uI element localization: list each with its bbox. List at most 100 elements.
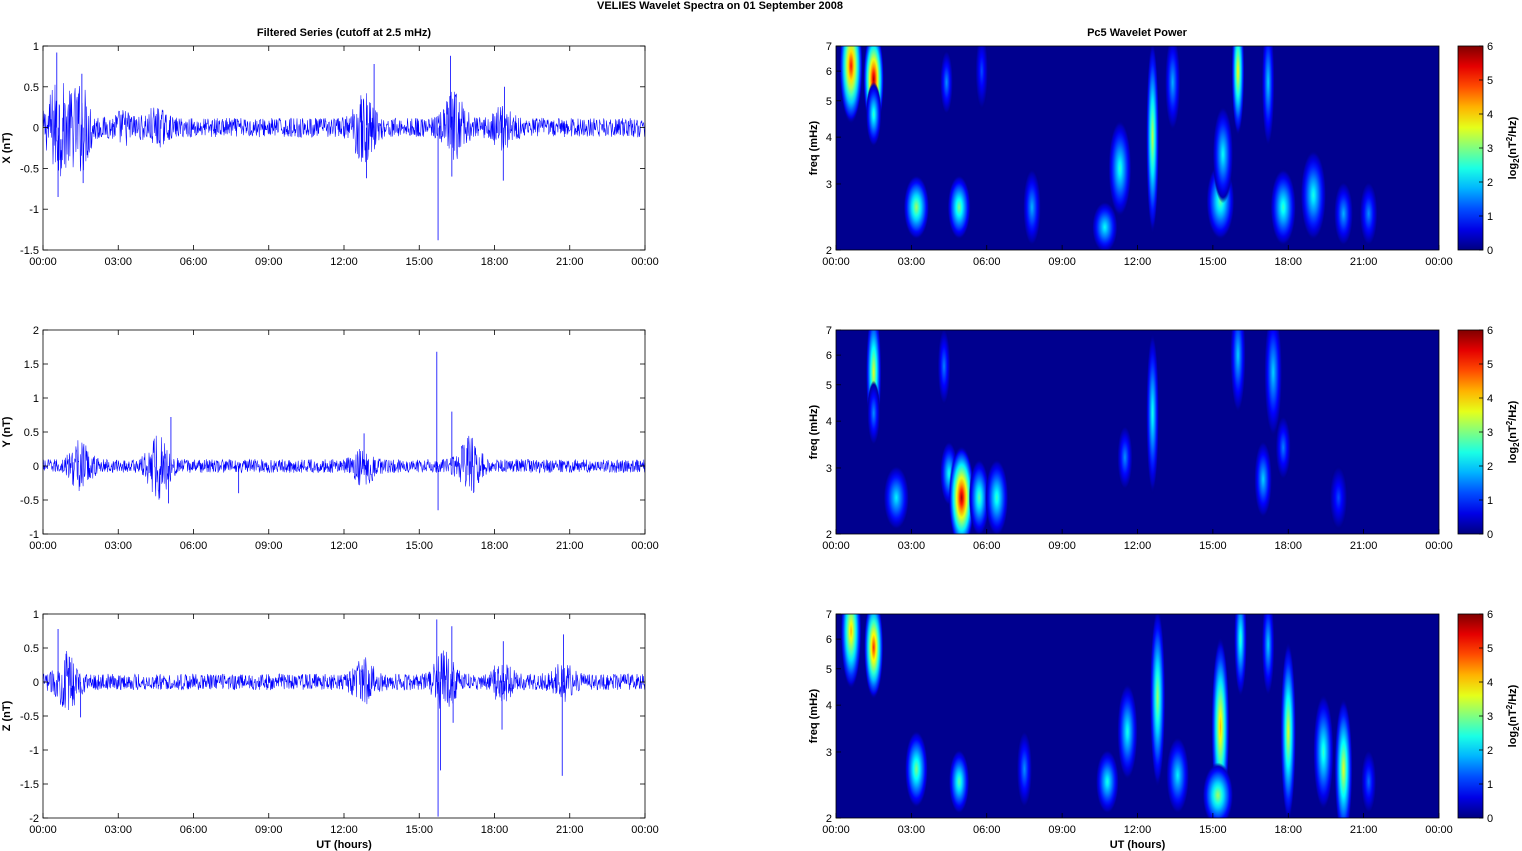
power-blob — [1360, 749, 1377, 815]
power-blob — [1253, 440, 1273, 519]
x-tick-label: 00:00 — [822, 824, 850, 836]
x-tick-label: 21:00 — [556, 540, 584, 552]
plot-area — [43, 46, 645, 250]
x-tick-label: 18:00 — [1274, 256, 1302, 268]
x-tick-label: 09:00 — [1048, 540, 1076, 552]
x-tick-label: 06:00 — [180, 256, 208, 268]
plot-area — [43, 614, 645, 818]
power-blob — [1165, 736, 1190, 815]
colorbar-label: log2(nT2/Hz) — [1505, 684, 1521, 747]
power-blob — [904, 729, 929, 809]
x-tick-label: 09:00 — [255, 256, 283, 268]
x-tick-label: 21:00 — [556, 256, 584, 268]
x-tick-label: 12:00 — [1124, 256, 1152, 268]
x-tick-label: 00:00 — [1425, 256, 1453, 268]
x-tick-label: 09:00 — [1048, 824, 1076, 836]
x-tick-label: 06:00 — [180, 540, 208, 552]
y-tick-label: -2 — [29, 813, 39, 825]
y-tick-label: 0 — [33, 123, 39, 135]
x-tick-label: 00:00 — [631, 540, 659, 552]
x-tick-label: 15:00 — [1199, 824, 1227, 836]
colorbar-tick-label: 6 — [1487, 609, 1493, 621]
power-blob — [1116, 682, 1138, 781]
x-tick-label: 15:00 — [1199, 540, 1227, 552]
colorbar-tick-label: 1 — [1487, 211, 1493, 223]
y-axis-label: Z (nT) — [1, 700, 13, 731]
colorbar-label-part: /Hz) — [1507, 400, 1519, 421]
y-tick-label: -1 — [29, 529, 39, 541]
colorbar-tick-label: 1 — [1487, 495, 1493, 507]
y-axis-label: X (nT) — [1, 132, 13, 163]
y-tick-label: 4 — [826, 416, 832, 428]
power-blob — [1333, 181, 1354, 247]
power-blob — [865, 81, 882, 148]
x-tick-label: 21:00 — [1350, 824, 1378, 836]
power-blob — [867, 380, 881, 446]
colorbar-label-part: 2 — [1505, 420, 1514, 425]
figure-title: VELIES Wavelet Spectra on 01 September 2… — [597, 0, 843, 12]
right-column-title: Pc5 Wavelet Power — [1087, 27, 1188, 39]
power-blob — [1095, 749, 1120, 815]
x-tick-label: 09:00 — [1048, 256, 1076, 268]
y-tick-label: 4 — [826, 700, 832, 712]
power-blob — [1091, 201, 1118, 250]
y-tick-label: 5 — [826, 664, 832, 676]
power-blob — [1149, 614, 1166, 789]
x-tick-label: 12:00 — [330, 256, 358, 268]
x-tick-label: 00:00 — [29, 540, 57, 552]
colorbar-label-part: (nT — [1507, 425, 1519, 442]
x-tick-label: 12:00 — [330, 540, 358, 552]
y-tick-label: 3 — [826, 747, 832, 759]
x-tick-label: 06:00 — [973, 540, 1001, 552]
colorbar-tick-label: 0 — [1487, 813, 1493, 825]
x-tick-label: 12:00 — [330, 824, 358, 836]
power-blob — [1164, 46, 1181, 132]
power-blob — [975, 46, 989, 111]
colorbar-tick-label: 6 — [1487, 41, 1493, 53]
colorbar-tick-label: 3 — [1487, 711, 1493, 723]
x-tick-label: 21:00 — [556, 824, 584, 836]
y-tick-label: -1 — [29, 204, 39, 216]
colorbar-tick-label: 3 — [1487, 427, 1493, 439]
power-blob — [1212, 105, 1234, 204]
colorbar-tick-label: 3 — [1487, 143, 1493, 155]
power-blob — [840, 614, 862, 690]
y-tick-label: 0.5 — [24, 82, 39, 94]
heatmap-blobs — [839, 46, 1378, 250]
colorbar-bar — [1457, 45, 1484, 251]
x-tick-label: 03:00 — [104, 256, 132, 268]
y-tick-label: 2 — [33, 325, 39, 337]
y-tick-label: -0.5 — [20, 495, 39, 507]
heatmap-blobs — [865, 330, 1348, 534]
colorbar-bar — [1457, 329, 1484, 535]
power-blob — [1261, 614, 1275, 697]
x-tick-label: 06:00 — [973, 824, 1001, 836]
x-tick-label: 06:00 — [180, 824, 208, 836]
power-blob — [1016, 729, 1033, 809]
x-tick-label: 03:00 — [898, 256, 926, 268]
power-blob — [903, 174, 930, 240]
y-tick-label: 6 — [826, 350, 832, 362]
y-tick-label: -1 — [29, 745, 39, 757]
power-blob — [1270, 168, 1297, 247]
y-tick-label: -1.5 — [20, 245, 39, 257]
x-tick-label: 15:00 — [405, 256, 433, 268]
y-tick-label: 0.5 — [24, 643, 39, 655]
left-column-title: Filtered Series (cutoff at 2.5 mHz) — [257, 27, 432, 39]
y-tick-label: 3 — [826, 463, 832, 475]
power-blob — [985, 458, 1009, 534]
x-tick-label: 12:00 — [1124, 824, 1152, 836]
y-tick-label: 3 — [826, 179, 832, 191]
series-line-x — [42, 83, 646, 177]
timeseries-panel-y: 21.510.50-0.5-100:00 03:00 06:00 09:00 12:00… — [1, 325, 659, 552]
panels: 1 0.5 0 -0.5 -1 -1.5 00:00 03:00 06:00 09:00 12:00… — [1, 41, 1521, 851]
x-tick-label: 15:00 — [405, 824, 433, 836]
y-axis-label: freq (mHz) — [808, 120, 820, 175]
colorbar-tick-label: 0 — [1487, 245, 1493, 257]
y-axis-label: Y (nT) — [1, 416, 13, 447]
colorbar-label-part: 2 — [1505, 704, 1514, 709]
y-tick-label: 2 — [826, 245, 832, 257]
